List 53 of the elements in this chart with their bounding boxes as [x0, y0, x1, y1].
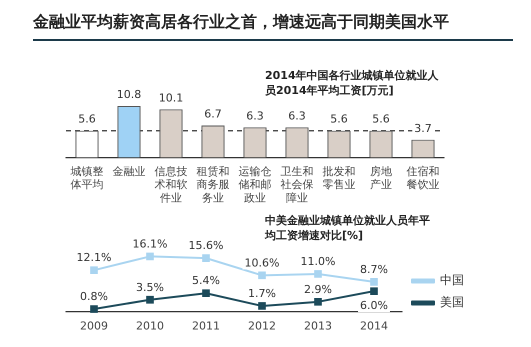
point [146, 252, 154, 260]
point [258, 272, 266, 280]
point [370, 287, 378, 295]
x-tick-label: 信息技术和软件业 [154, 164, 188, 204]
x-tick-label: 2011 [192, 319, 220, 332]
data-label: 12.1% [76, 251, 112, 264]
chart-title: 金融业平均薪资高居各行业之首，增速远高于同期美国水平 [33, 12, 513, 41]
point [202, 289, 210, 298]
point [202, 254, 210, 262]
data-label: 10.8 [116, 88, 142, 101]
data-label: 6.0% [360, 299, 388, 312]
point [314, 270, 322, 278]
data-label: 6.3 [288, 109, 306, 122]
data-label: 5.4% [192, 274, 220, 288]
data-label: 15.6% [188, 239, 224, 252]
point [90, 266, 98, 274]
x-tick-label: 批发和零售业 [322, 164, 356, 192]
point [314, 298, 322, 306]
x-tick-label: 金融业 [112, 164, 146, 178]
x-tick-label: 2009 [80, 319, 108, 332]
point [258, 302, 266, 310]
x-tick-label: 住宿和餐饮业 [406, 164, 440, 192]
x-tick-label: 2014 [360, 319, 388, 332]
data-label: 10.1 [158, 91, 184, 104]
x-tick-label: 城镇整体平均 [70, 164, 104, 192]
data-label: 1.7% [248, 286, 276, 300]
data-label: 3.5% [136, 280, 164, 294]
data-label: 16.1% [132, 237, 168, 250]
x-tick-label: 房地产业 [370, 164, 392, 192]
data-label: 5.6 [330, 112, 348, 126]
chart-subtitle: 2014年中国各行业城镇单位就业人员2014年平均工资[万元] [265, 68, 440, 98]
data-label: 10.6% [244, 256, 280, 270]
data-label: 11.0% [300, 254, 336, 268]
point [90, 305, 98, 313]
point [146, 296, 154, 304]
data-label: 0.8% [80, 290, 108, 304]
legend-label: 美国 [440, 295, 464, 310]
data-label: 5.6 [372, 112, 390, 126]
x-tick-label: 2010 [136, 319, 164, 332]
data-label: 2.9% [304, 282, 332, 296]
x-tick-label: 运输仓储和邮政业 [238, 164, 272, 204]
x-tick-label: 租赁和商务服务业 [196, 164, 230, 204]
data-label: 8.7% [360, 262, 388, 276]
chart-title: 中美金融业城镇单位就业人员年平均工资增速对比[%] [265, 213, 431, 243]
x-tick-label: 卫生和社会保障业 [280, 164, 314, 204]
data-label: 5.6 [78, 112, 96, 126]
x-tick-label: 2013 [304, 319, 332, 332]
data-label: 6.3 [246, 109, 264, 122]
x-tick-label: 2012 [248, 319, 276, 332]
legend-label: 中国 [440, 273, 464, 288]
data-label: 6.7 [204, 108, 222, 121]
data-label: 3.7 [414, 122, 432, 135]
point [370, 278, 378, 286]
